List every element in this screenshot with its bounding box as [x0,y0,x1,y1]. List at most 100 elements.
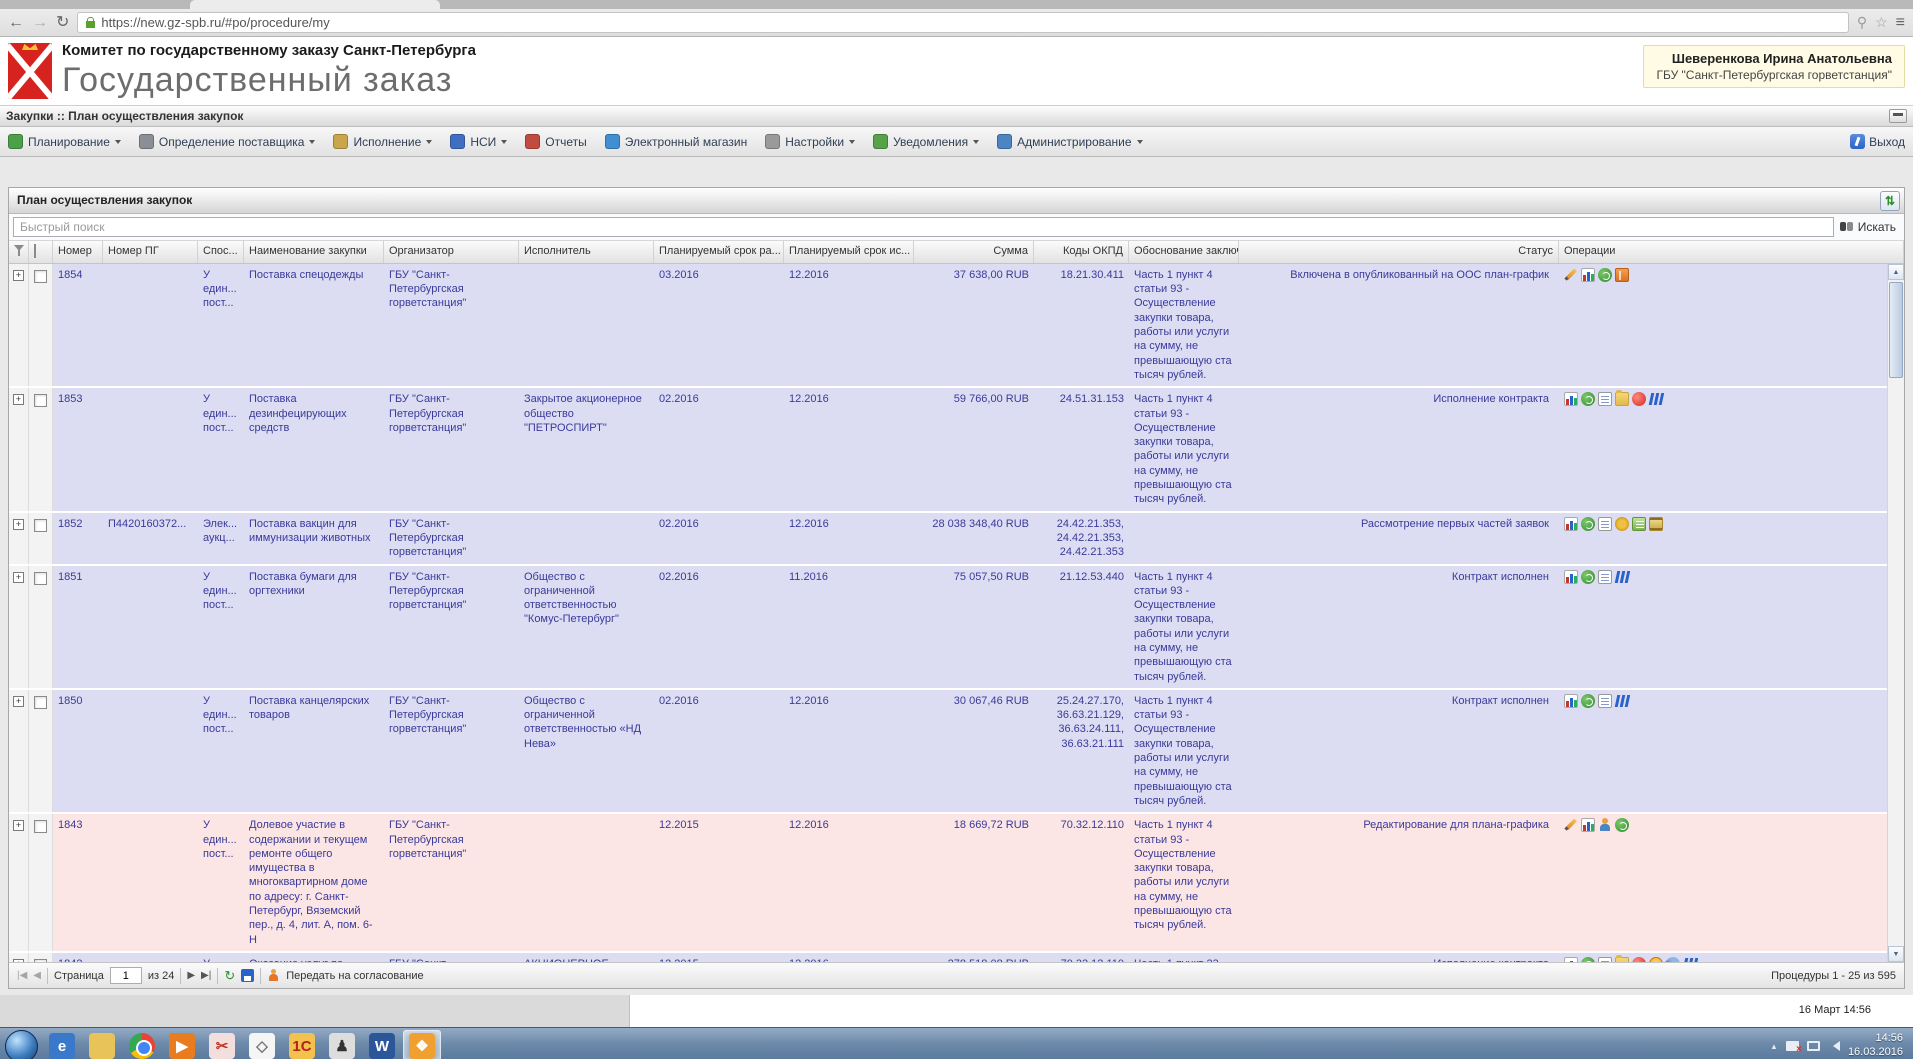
row-checkbox[interactable] [34,820,47,834]
kite-app-icon[interactable]: ◇ [243,1030,281,1059]
gears-icon[interactable] [1581,392,1595,407]
chart-icon[interactable] [1564,569,1578,584]
row-checkbox[interactable] [34,518,47,532]
volume-icon[interactable] [1828,1041,1840,1051]
doc-icon[interactable] [1598,516,1612,531]
expand-row-icon[interactable] [13,958,24,963]
pager-refresh-icon[interactable]: ↻ [224,968,236,984]
coins-icon[interactable] [1649,956,1663,963]
page-number-input[interactable] [109,967,142,985]
menu-item-settings[interactable]: Настройки [765,134,856,149]
select-all-header-cell[interactable] [29,240,53,263]
column-header[interactable]: Обоснование заключе... [1129,240,1239,263]
menu-item-exit[interactable]: Выход [1850,134,1905,149]
next-page-icon[interactable]: ▶ [187,970,196,982]
gears-icon[interactable] [1581,956,1595,963]
column-header[interactable]: Спос... [198,240,244,263]
first-page-icon[interactable]: |◀ [17,970,28,982]
send-for-approval-button[interactable]: Передать на согласование [286,969,424,982]
search-input[interactable] [13,216,1834,237]
pin-icon[interactable]: ⚲ [1856,14,1868,30]
vertical-scrollbar[interactable]: ▲ ▼ [1887,263,1904,963]
forward-icon[interactable]: → [32,13,48,31]
chart-icon[interactable] [1564,516,1578,531]
search-button[interactable]: Искать [1839,220,1900,234]
chart-icon[interactable] [1564,956,1578,963]
table-row[interactable]: 1852 П4420160372... Элек... аукц... Поставк… [9,512,1904,566]
save-icon[interactable] [241,969,255,983]
column-header[interactable]: Планируемый срок ис... [784,240,914,263]
column-header[interactable]: Номер ПГ [103,240,198,263]
column-header[interactable]: Планируемый срок ра... [654,240,784,263]
select-all-checkbox[interactable] [34,243,36,258]
tray-expand-icon[interactable]: ▲ [1770,1041,1778,1051]
pencil-icon[interactable] [1564,268,1578,282]
column-header[interactable]: Номер [53,240,103,263]
prev-page-icon[interactable]: ◀ [33,970,41,982]
table-row[interactable]: 1842 У един... пост...Оказание услуг по т… [9,952,1904,963]
table-row[interactable]: 1851 У един... пост... Поставка бумаги для… [9,565,1904,690]
column-header[interactable]: Исполнитель [519,240,654,263]
gears-icon[interactable] [1581,693,1595,708]
browser-menu-icon[interactable]: ≡ [1895,13,1905,31]
column-header[interactable]: Организатор [384,240,519,263]
last-page-icon[interactable]: ▶| [201,970,212,982]
scroll-down-icon[interactable]: ▼ [1888,946,1904,963]
snipping-tool-icon[interactable]: ✂ [203,1030,241,1059]
doc-icon[interactable] [1598,569,1612,584]
column-header[interactable]: Операции [1559,240,1904,263]
table-row[interactable]: 1853 У един... пост... Поставка дезинфецир… [9,388,1904,513]
doc-green-icon[interactable] [1632,516,1646,531]
doc-icon[interactable] [1598,392,1612,407]
table-row[interactable]: 1854 У един... пост... Поставка спецодежды… [9,263,1904,389]
expand-row-icon[interactable] [13,571,24,583]
column-header[interactable]: Коды ОКПД [1034,240,1129,263]
chart-icon[interactable] [1564,392,1578,407]
menu-item-supplier[interactable]: Определение поставщика [138,134,316,149]
column-header[interactable]: Наименование закупки [244,240,384,263]
reload-icon[interactable]: ↻ [56,13,70,31]
chrome-icon[interactable] [123,1030,161,1059]
folder-icon[interactable] [1615,390,1629,407]
url-text[interactable]: https://new.gz-spb.ru/#po/procedure/my [101,15,330,30]
menu-item-admin[interactable]: Администрирование [997,134,1143,149]
table-row[interactable]: 1850 У един... пост... Поставка канцелярск… [9,689,1904,815]
doc-icon[interactable] [1598,956,1612,963]
columns-icon[interactable] [1647,392,1665,407]
bookmark-star-icon[interactable]: ☆ [1875,14,1888,30]
folder-icon[interactable] [1615,954,1629,963]
book-orange-icon[interactable] [1615,267,1629,282]
ie-icon[interactable]: e [43,1030,81,1059]
start-button[interactable] [5,1029,38,1059]
red-dot-icon[interactable] [1632,392,1646,407]
1c-icon[interactable]: 1С [283,1030,321,1059]
pin-icon[interactable] [1663,954,1683,963]
gears-icon[interactable] [1615,818,1629,833]
person-icon[interactable] [1598,818,1612,832]
row-checkbox[interactable] [34,394,47,408]
columns-icon[interactable] [1613,693,1631,708]
scholar-app-icon[interactable]: ♟ [323,1030,361,1059]
row-checkbox[interactable] [34,695,47,709]
media-player-icon[interactable]: ▶ [163,1030,201,1059]
taskbar-clock[interactable]: 14:56 16.03.2016 [1848,1032,1903,1059]
menu-item-planning[interactable]: Планирование [8,134,121,149]
menu-item-nsi[interactable]: НСИ [450,134,508,149]
browser-tab[interactable] [190,0,440,9]
columns-icon[interactable] [1613,569,1631,584]
explorer-icon[interactable] [83,1030,121,1059]
expand-row-icon[interactable] [13,518,24,530]
column-header[interactable]: Статус [1239,240,1559,263]
row-checkbox[interactable] [34,269,47,283]
medal-icon[interactable] [1615,516,1629,531]
chart-icon[interactable] [1581,818,1595,833]
expand-row-icon[interactable] [13,820,24,832]
menu-item-reports[interactable]: Отчеты [525,134,587,149]
table-row[interactable]: 1843 У един... пост... Долевое участие в с… [9,814,1904,953]
columns-icon[interactable] [1681,956,1699,963]
menu-item-notifications[interactable]: Уведомления [873,134,980,149]
address-bar[interactable]: https://new.gz-spb.ru/#po/procedure/my [77,12,1849,33]
menu-item-execution[interactable]: Исполнение [333,134,433,149]
collapse-panel-icon[interactable] [1889,109,1907,123]
spool-icon[interactable] [1649,516,1663,531]
